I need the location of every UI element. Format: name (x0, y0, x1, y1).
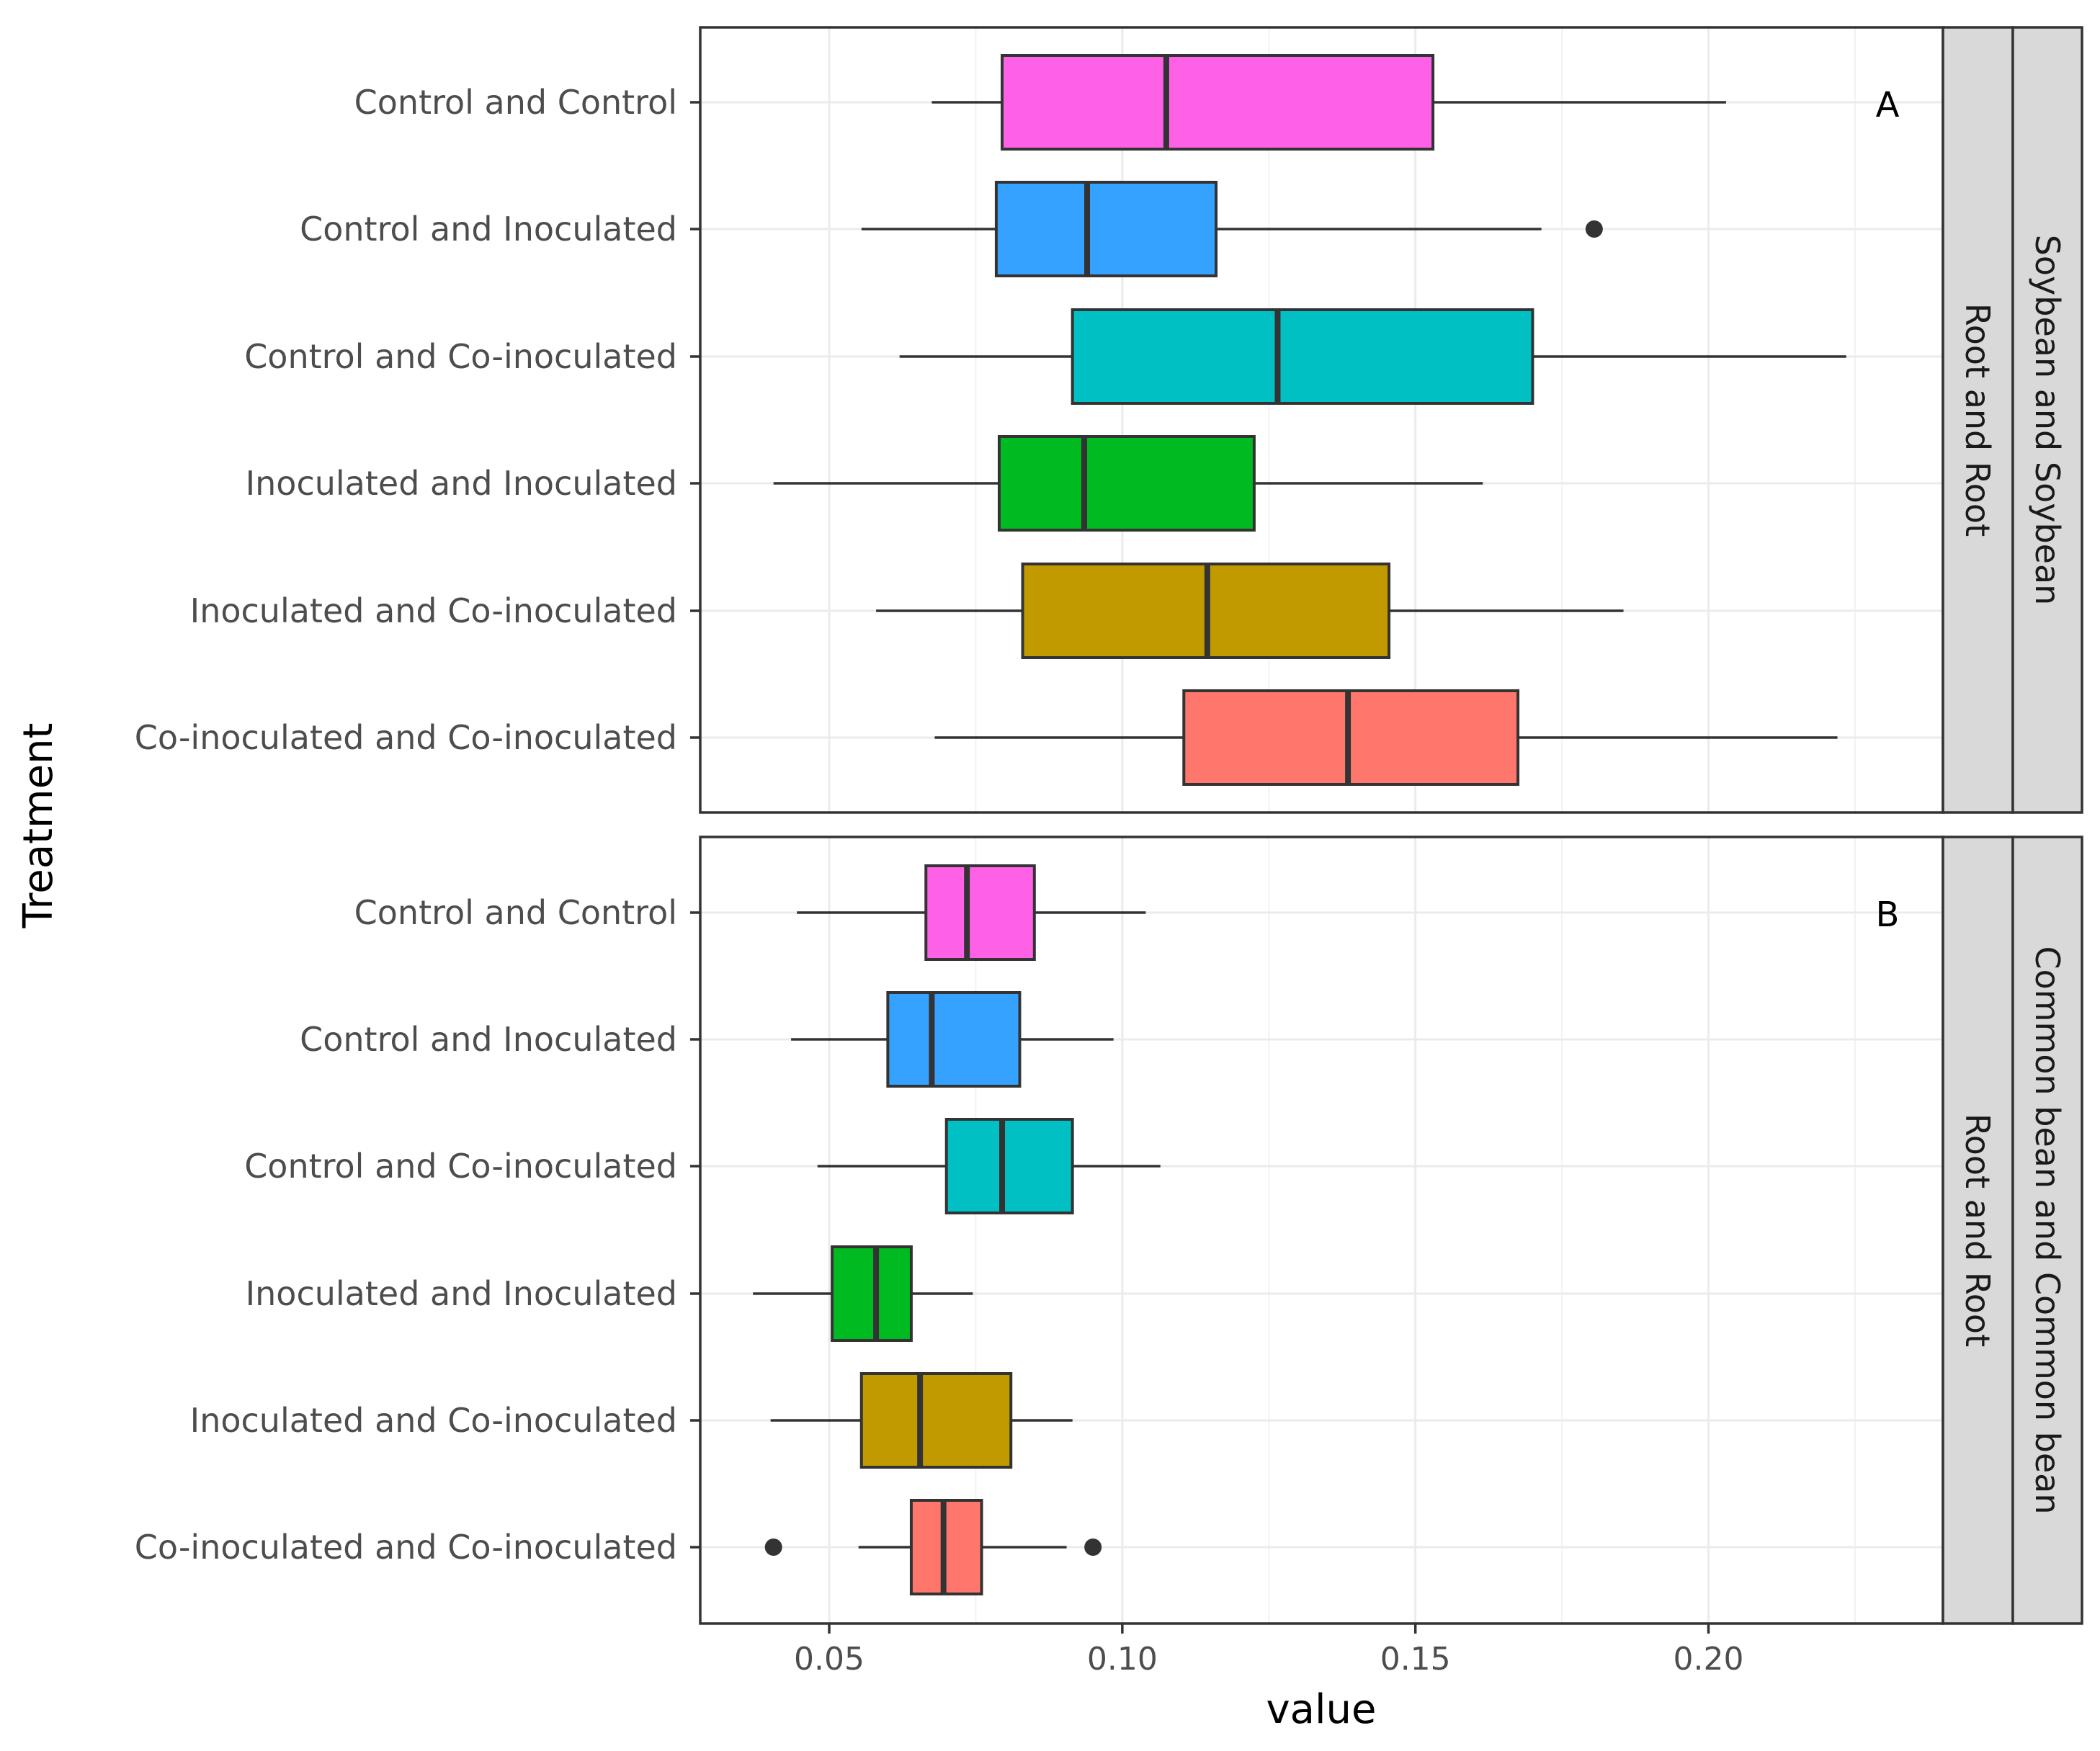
box-5 (770, 1372, 1073, 1469)
category-label: Control and Inoculated (300, 1020, 677, 1059)
box-3 (899, 308, 1846, 405)
box-iqr (831, 1245, 913, 1342)
panel-b: B Control and Control Control and Inocula… (135, 836, 2083, 1625)
outlier-point (1585, 220, 1603, 238)
panel-a-strip-inner-text: Root and Root (1958, 303, 1997, 537)
box-3 (817, 1118, 1161, 1214)
box-1 (931, 54, 1726, 151)
panel-a-strip-outer-text: Soybean and Soybean (2028, 235, 2067, 606)
x-tick-label: 0.15 (1380, 1641, 1451, 1678)
panel-a-label: A (1876, 85, 1900, 125)
category-label: Inoculated and Inoculated (246, 1274, 677, 1313)
panel-a-strip-inner (1942, 26, 2014, 814)
panel-b-strip-outer-text: Common bean and Common bean (2028, 946, 2067, 1514)
panel-b-boxes (753, 864, 1161, 1595)
box-4 (753, 1245, 973, 1342)
category-label: Co-inoculated and Co-inoculated (135, 1528, 677, 1567)
box-4 (773, 435, 1483, 532)
box-iqr (997, 435, 1256, 532)
category-label: Control and Inoculated (300, 210, 677, 248)
box-5 (876, 563, 1624, 659)
x-tick-label: 0.20 (1674, 1641, 1744, 1678)
category-label: Control and Co-inoculated (244, 337, 677, 376)
panel-b-strip-outer (2011, 836, 2083, 1625)
box-6 (764, 1499, 1102, 1595)
box-iqr (859, 1372, 1013, 1469)
panel-b-category-labels: Control and Control Control and Inoculate… (135, 893, 700, 1567)
category-label: Inoculated and Inoculated (246, 464, 677, 503)
box-iqr (909, 1499, 983, 1595)
box-iqr (1001, 54, 1435, 151)
category-label: Control and Control (354, 83, 677, 122)
category-label: Co-inoculated and Co-inoculated (135, 718, 677, 757)
panel-b-background (700, 837, 1943, 1624)
panel-b-strip-inner-text: Root and Root (1958, 1114, 1997, 1347)
category-label: Control and Control (354, 893, 677, 932)
panel-a-background (700, 27, 1943, 812)
box-2 (861, 181, 1603, 277)
y-axis-title: Treatment (15, 723, 62, 929)
category-label: Inoculated and Co-inoculated (190, 591, 677, 630)
box-iqr (886, 991, 1022, 1088)
panel-a-category-labels: Control and Control Control and Inoculate… (135, 83, 700, 757)
box-2 (791, 991, 1114, 1088)
panel-b-gridlines (700, 837, 1943, 1624)
panel-a-boxes (773, 54, 1846, 786)
box-iqr (994, 181, 1218, 277)
panel-a: A Control and Control Control and Inocula… (135, 26, 2083, 814)
category-label: Inoculated and Co-inoculated (190, 1401, 677, 1440)
outlier-point (1084, 1539, 1102, 1556)
outlier-point (764, 1539, 782, 1556)
box-iqr (1071, 308, 1534, 405)
panel-b-label: B (1876, 895, 1900, 935)
box-iqr (1182, 689, 1520, 786)
x-tick-label: 0.10 (1087, 1641, 1158, 1678)
x-axis: 0.05 0.10 0.15 0.20 (794, 1624, 1744, 1678)
x-axis-title: value (1266, 1686, 1377, 1733)
box-6 (934, 689, 1838, 786)
box-iqr (924, 864, 1036, 961)
panel-a-strip-outer (2011, 26, 2083, 814)
box-iqr (944, 1118, 1074, 1214)
category-label: Control and Co-inoculated (244, 1147, 677, 1186)
box-1 (797, 864, 1146, 961)
x-tick-label: 0.05 (794, 1641, 864, 1678)
